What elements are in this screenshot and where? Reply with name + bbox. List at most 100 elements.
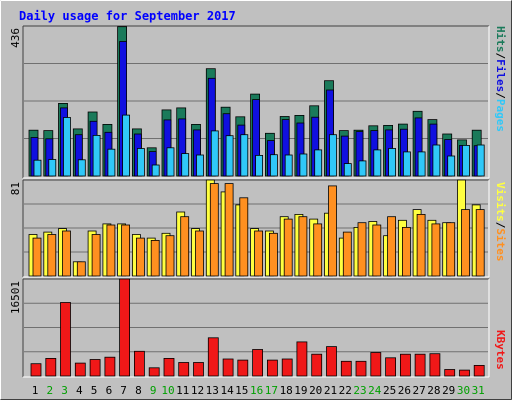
bar-pages	[269, 154, 278, 177]
day-label: 21	[324, 384, 337, 397]
bar-sites	[180, 216, 190, 277]
day-label: 11	[176, 384, 189, 397]
bar-sites	[328, 185, 337, 277]
bar-sites	[475, 209, 485, 277]
bar-kbytes	[399, 353, 411, 377]
panel-kbytes: 16501 KBytes	[9, 278, 507, 378]
bar-pages	[402, 151, 411, 177]
day-label: 14	[220, 384, 234, 397]
bar-sites	[268, 232, 278, 277]
panel-hits-files-pages: 436 Hits/Files/Pages	[9, 25, 507, 179]
bar-kbytes	[370, 352, 382, 377]
day-label: 20	[309, 384, 322, 397]
legend-label-kbytes: KBytes	[494, 330, 507, 370]
bar-sites	[76, 261, 86, 277]
day-label: 6	[106, 384, 113, 397]
bar-sites	[239, 197, 249, 277]
bar-sites	[342, 231, 352, 277]
bar-kbytes	[193, 362, 204, 377]
bar-sites	[209, 183, 219, 277]
bar-kbytes	[296, 341, 308, 377]
bar-pages	[462, 144, 470, 177]
ymax-label-visits: 81	[9, 182, 22, 195]
bar-kbytes	[119, 278, 130, 377]
bar-pages	[92, 134, 101, 177]
day-label: 24	[368, 384, 382, 397]
bar-sites	[298, 216, 308, 277]
bar-kbytes	[252, 349, 264, 377]
bar-kbytes	[429, 353, 441, 377]
bar-sites	[357, 222, 367, 277]
bar-pages	[284, 154, 293, 177]
day-label: 17	[265, 384, 278, 397]
ymax-label-kbytes: 16501	[9, 281, 22, 314]
bar-sites	[313, 223, 323, 277]
day-label: 19	[294, 384, 307, 397]
day-label: 16	[250, 384, 263, 397]
bar-pages	[417, 151, 426, 177]
day-label: 10	[161, 384, 174, 397]
bar-pages	[77, 159, 86, 177]
legend-label-files: Files	[494, 59, 507, 92]
bar-sites	[431, 223, 441, 277]
bar-sites	[372, 224, 382, 277]
day-label: 15	[235, 384, 248, 397]
bar-kbytes	[133, 350, 145, 377]
bar-pages	[63, 117, 71, 177]
bar-kbytes	[222, 358, 234, 377]
bar-sites	[47, 234, 57, 277]
bar-kbytes	[266, 359, 278, 377]
legend-label-hits: Hits	[494, 26, 507, 53]
day-label: 9	[150, 384, 157, 397]
bar-pages	[343, 163, 352, 177]
bar-sites	[32, 237, 42, 277]
bar-sites	[135, 237, 145, 277]
day-label: 29	[442, 384, 455, 397]
day-label: 8	[135, 384, 142, 397]
day-label: 1	[32, 384, 39, 397]
bar-sites	[150, 239, 160, 277]
day-label: 25	[383, 384, 396, 397]
bars-hits-files-pages	[28, 26, 485, 177]
bar-kbytes	[45, 357, 57, 377]
legend-kbytes: KBytes	[494, 330, 507, 370]
bar-pages	[122, 114, 130, 177]
bar-kbytes	[473, 364, 485, 377]
bar-kbytes	[60, 302, 71, 377]
bar-kbytes	[281, 358, 293, 377]
bar-kbytes	[340, 360, 352, 377]
bar-pages	[476, 144, 485, 177]
day-labels: 1 2 3 4 5 6 7 8 9 10 11 12 13 14 15 16 17 18 19 20 21 22 23 24 2…	[32, 384, 485, 397]
bar-pages	[196, 154, 204, 177]
bar-sites	[401, 226, 411, 277]
day-label: 22	[339, 384, 352, 397]
bar-kbytes	[30, 363, 42, 377]
bar-sites	[91, 234, 101, 277]
legend-hits-files-pages: Hits/Files/Pages	[494, 26, 507, 132]
bar-sites	[461, 209, 470, 277]
bar-pages	[181, 153, 190, 177]
bar-kbytes	[148, 367, 160, 377]
bar-pages	[136, 148, 145, 177]
bar-kbytes	[163, 357, 175, 377]
day-label: 12	[191, 384, 204, 397]
bar-pages	[432, 144, 441, 177]
bar-pages	[255, 154, 264, 177]
day-label: 2	[46, 384, 53, 397]
bar-pages	[388, 148, 397, 177]
bar-kbytes	[178, 362, 190, 377]
bar-sites	[195, 230, 204, 277]
bar-sites	[446, 222, 456, 277]
bar-pages	[210, 130, 219, 177]
bar-pages	[447, 155, 456, 177]
bar-sites	[165, 235, 175, 277]
day-label: 3	[61, 384, 68, 397]
day-label: 5	[91, 384, 98, 397]
bar-sites	[121, 224, 130, 277]
bar-kbytes	[207, 337, 219, 377]
day-label: 4	[76, 384, 83, 397]
bar-pages	[299, 153, 308, 177]
bar-kbytes	[355, 360, 367, 377]
bar-kbytes	[326, 346, 337, 377]
